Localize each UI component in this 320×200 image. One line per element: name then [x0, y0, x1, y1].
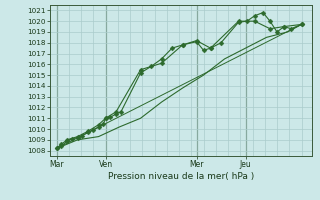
X-axis label: Pression niveau de la mer( hPa ): Pression niveau de la mer( hPa ) — [108, 172, 254, 181]
